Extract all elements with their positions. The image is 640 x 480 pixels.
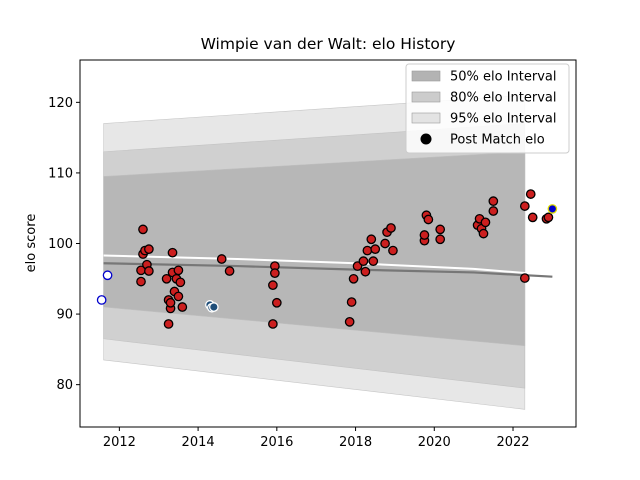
data-point xyxy=(96,295,107,305)
data-point xyxy=(173,265,184,276)
data-point xyxy=(435,234,446,245)
data-point xyxy=(358,256,369,266)
data-point xyxy=(136,276,146,287)
data-point xyxy=(366,234,377,245)
data-point xyxy=(488,206,499,216)
data-point xyxy=(348,273,359,284)
data-point xyxy=(386,223,396,233)
x-tick-label: 2014 xyxy=(182,435,215,450)
x-tick-label: 2020 xyxy=(418,435,451,450)
data-point xyxy=(488,196,499,207)
data-point xyxy=(480,217,491,228)
x-axis-ticks: 2012 2014 2016 2018 2020 2022 xyxy=(103,427,530,450)
data-point xyxy=(388,245,398,256)
y-axis-title: elo score xyxy=(24,214,39,273)
data-point xyxy=(268,280,278,290)
data-point xyxy=(344,316,355,327)
x-tick-label: 2012 xyxy=(103,435,136,450)
x-tick-label: 2018 xyxy=(339,435,372,450)
data-point xyxy=(362,245,373,256)
y-tick-label: 100 xyxy=(48,237,73,252)
legend: 50% elo Interval 80% elo Interval 95% elo … xyxy=(405,63,570,154)
data-point xyxy=(547,204,558,214)
post-match-points xyxy=(96,189,558,329)
data-point xyxy=(167,247,178,258)
x-tick-label: 2016 xyxy=(260,435,293,450)
legend-swatch xyxy=(411,70,441,82)
legend-label: Post Match elo xyxy=(450,133,545,148)
data-point xyxy=(224,266,235,276)
data-point xyxy=(175,277,186,288)
data-point xyxy=(525,189,536,199)
data-point xyxy=(144,266,154,276)
data-point xyxy=(177,302,188,312)
data-point xyxy=(527,212,538,223)
data-point xyxy=(380,238,390,249)
data-point xyxy=(423,214,434,225)
y-axis-ticks: 80 90 100 110 120 xyxy=(48,96,80,393)
legend-label: 80% elo Interval xyxy=(450,91,557,106)
legend-swatch xyxy=(411,91,441,103)
data-point xyxy=(144,244,154,254)
data-point xyxy=(419,230,430,240)
y-tick-label: 80 xyxy=(56,378,73,393)
data-point xyxy=(102,270,113,281)
plot-area xyxy=(96,94,558,410)
y-tick-label: 90 xyxy=(56,308,73,323)
data-point xyxy=(216,254,227,264)
data-point xyxy=(478,228,489,239)
data-point xyxy=(346,297,357,307)
data-point xyxy=(173,291,184,302)
data-point xyxy=(435,224,446,235)
data-point xyxy=(368,256,379,266)
legend-label: 95% elo Interval xyxy=(450,112,557,127)
data-point xyxy=(208,302,219,312)
data-point xyxy=(370,244,381,254)
data-point xyxy=(543,212,554,223)
legend-swatch xyxy=(411,112,441,124)
legend-marker xyxy=(420,133,432,145)
data-point xyxy=(519,201,530,211)
chart-title: Wimpie van der Walt: elo History xyxy=(201,35,456,53)
data-point xyxy=(163,319,174,329)
x-tick-label: 2022 xyxy=(496,435,529,450)
data-point xyxy=(270,268,280,278)
data-point xyxy=(138,224,148,235)
interval-bands xyxy=(103,94,526,410)
legend-box xyxy=(405,63,570,154)
data-point xyxy=(271,297,282,308)
data-point xyxy=(165,297,176,308)
data-point xyxy=(519,273,530,283)
y-tick-label: 120 xyxy=(48,96,73,111)
data-point xyxy=(360,266,371,277)
legend-label: 50% elo Interval xyxy=(450,70,557,85)
data-point xyxy=(268,319,278,329)
y-tick-label: 110 xyxy=(48,166,73,181)
data-point xyxy=(161,273,172,284)
